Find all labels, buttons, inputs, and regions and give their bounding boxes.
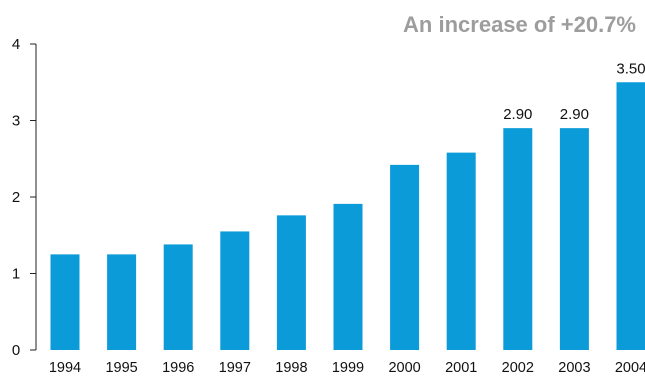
bar-1994 — [50, 254, 80, 350]
bar-2001 — [446, 152, 476, 350]
bar-2000 — [390, 164, 420, 350]
bar-2002 — [503, 128, 533, 350]
x-tick-label-1995: 1995 — [105, 360, 137, 376]
data-label-2003: 2.90 — [560, 106, 589, 123]
y-tick-label: 0 — [12, 342, 20, 359]
x-tick-label-2004: 2004 — [615, 360, 645, 376]
x-tick-label-2001: 2001 — [445, 360, 477, 376]
x-axis-labels: 1994 1995 1996 1997 1998 1999 2000 2001 2002 2003… — [49, 360, 645, 376]
chart-title: An increase of +20.7% — [403, 12, 636, 37]
bar-1995 — [107, 254, 137, 350]
x-tick-label-1996: 1996 — [162, 360, 194, 376]
x-tick-label-2002: 2002 — [502, 360, 534, 376]
y-axis: 0 1 2 3 4 — [12, 36, 37, 359]
y-tick-label: 2 — [12, 189, 20, 206]
bar-2003 — [559, 128, 589, 350]
x-tick-label-1999: 1999 — [332, 360, 364, 376]
y-tick-label: 3 — [12, 113, 20, 130]
x-tick-label-2000: 2000 — [388, 360, 420, 376]
bar-2004 — [616, 82, 645, 350]
data-label-2004: 3.50 — [616, 60, 645, 77]
bars-group — [50, 82, 645, 350]
data-label-2002: 2.90 — [503, 106, 532, 123]
data-labels-group: 2.90 2.90 3.50 — [503, 60, 645, 123]
x-tick-label-1997: 1997 — [219, 360, 251, 376]
y-tick-label: 4 — [12, 36, 20, 53]
bar-1997 — [220, 231, 250, 350]
x-tick-label-2003: 2003 — [558, 360, 590, 376]
x-tick-label-1998: 1998 — [275, 360, 307, 376]
bar-1996 — [163, 244, 193, 350]
bar-1999 — [333, 203, 363, 350]
bar-1998 — [276, 215, 306, 350]
x-tick-label-1994: 1994 — [49, 360, 81, 376]
y-tick-label: 1 — [12, 266, 20, 283]
